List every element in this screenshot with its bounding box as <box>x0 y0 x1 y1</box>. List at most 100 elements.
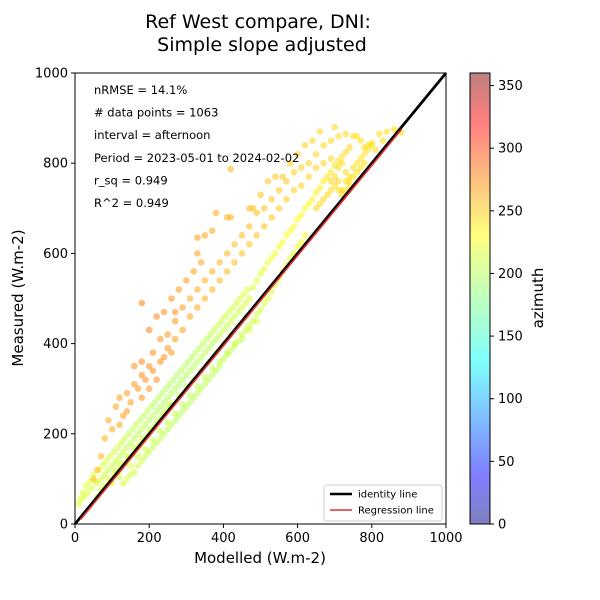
scatter-point-57 <box>181 362 188 370</box>
colorbar-ticks: 0 50 100 150 200 250 300 350 <box>490 79 523 533</box>
scatter-point-253 <box>260 205 268 212</box>
scatter-point-154 <box>246 322 253 329</box>
scatter-point-46 <box>160 398 168 406</box>
scatter-point-77 <box>218 317 225 325</box>
scatter-point-27 <box>125 430 133 438</box>
scatter-point-26 <box>123 444 131 451</box>
scatter-point-97 <box>264 259 272 266</box>
scatter-point-328 <box>264 177 272 185</box>
scatter-point-42 <box>153 407 160 415</box>
scatter-point-80 <box>223 322 231 329</box>
scatter-point-230 <box>101 435 108 442</box>
scatter-point-197 <box>164 419 172 426</box>
annotation-4: r_sq = 0.949 <box>94 173 168 187</box>
scatter-point-17 <box>106 453 114 460</box>
scatter-point-373 <box>323 191 331 199</box>
scatter-point-324 <box>208 227 216 235</box>
scatter-point-310 <box>131 362 138 370</box>
scatter-point-132 <box>164 425 172 433</box>
scatter-point-56 <box>179 376 186 383</box>
scatter-point-117 <box>338 153 346 160</box>
scatter-point-257 <box>290 168 298 176</box>
scatter-point-342 <box>353 132 361 140</box>
scatter-point-374 <box>327 186 335 194</box>
scatter-point-305 <box>138 394 146 402</box>
scatter-point-134 <box>171 416 179 424</box>
scatter-point-146 <box>216 362 223 370</box>
scatter-point-136 <box>179 407 186 415</box>
scatter-point-95 <box>257 270 264 277</box>
y-tick-label-1: 200 <box>43 427 68 442</box>
scatter-point-76 <box>216 331 223 338</box>
scatter-point-3 <box>80 493 88 501</box>
legend: identity line Regression line <box>323 484 443 522</box>
colorbar-tick-label-5: 250 <box>498 204 523 219</box>
scatter-point-255 <box>275 186 283 194</box>
scatter-point-318 <box>190 268 198 275</box>
y-axis-label: Measured (W.m-2) <box>9 229 27 366</box>
scatter-point-25 <box>121 435 129 442</box>
scatter-point-271 <box>119 412 127 420</box>
scatter-point-205 <box>223 349 231 356</box>
scatter-point-337 <box>309 137 316 144</box>
scatter-point-43 <box>155 394 162 402</box>
scatter-point-35 <box>140 412 147 420</box>
scatter-point-341 <box>227 165 235 173</box>
scatter-point-277 <box>164 344 172 352</box>
scatter-point-356 <box>357 155 364 162</box>
scatter-point-87 <box>236 295 244 302</box>
plot-frame <box>74 72 447 525</box>
scatter-point-302 <box>97 453 105 460</box>
scatter-point-107 <box>301 205 309 212</box>
scatter-point-83 <box>229 304 236 311</box>
scatter-point-358 <box>364 146 372 153</box>
scatter-point-270 <box>108 425 116 433</box>
scatter-point-372 <box>320 195 327 203</box>
scatter-point-309 <box>168 349 175 356</box>
scatter-point-240 <box>164 331 172 338</box>
colorbar: 0 50 100 150 200 250 300 350 azimuth <box>469 72 547 533</box>
colorbar-tick-label-2: 100 <box>498 392 523 407</box>
scatter-point-79 <box>221 313 229 320</box>
scatter-point-68 <box>201 349 209 356</box>
scatter-point-350 <box>335 164 342 172</box>
scatter-point-91 <box>244 286 251 293</box>
scatter-point-55 <box>177 367 185 374</box>
scatter-point-195 <box>149 437 157 444</box>
scatter-point-269 <box>379 137 387 144</box>
scatter-point-292 <box>275 205 283 212</box>
scatter-point-111 <box>316 184 324 192</box>
scatter-point-159 <box>264 295 272 302</box>
x-tick-label-0: 0 <box>71 531 79 546</box>
colorbar-label: azimuth <box>529 268 547 329</box>
scatter-point-140 <box>194 389 201 397</box>
scatter-point-31 <box>132 421 140 429</box>
colorbar-tick-label-3: 150 <box>498 330 523 345</box>
scatter-point-24 <box>119 448 127 456</box>
y-ticks: 0 200 400 600 800 1000 <box>35 67 75 533</box>
scatter-point-249 <box>231 241 238 248</box>
scatter-point-284 <box>216 277 223 284</box>
scatter-point-59 <box>184 358 192 365</box>
scatter-point-206 <box>231 340 238 347</box>
scatter-point-62 <box>190 362 198 370</box>
scatter-point-41 <box>151 398 159 406</box>
scatter-point-259 <box>305 159 313 167</box>
scatter-point-268 <box>372 146 379 153</box>
scatter-point-18 <box>108 462 116 469</box>
scatter-point-81 <box>225 308 233 316</box>
scatter-point-36 <box>142 421 149 429</box>
scatter-point-235 <box>131 380 138 388</box>
trend-lines <box>73 72 448 525</box>
scatter-point-361 <box>331 173 339 181</box>
scatter-point-317 <box>183 277 190 284</box>
scatter-point-282 <box>201 295 209 302</box>
scatter-point-242 <box>179 304 186 311</box>
scatter-point-198 <box>171 410 179 417</box>
scatter-point-329 <box>272 173 279 181</box>
scatter-point-369 <box>361 159 368 167</box>
scatter-point-45 <box>158 389 166 397</box>
scatter-point-48 <box>164 394 172 402</box>
scatter-point-362 <box>335 177 342 185</box>
scatter-point-128 <box>149 444 157 451</box>
